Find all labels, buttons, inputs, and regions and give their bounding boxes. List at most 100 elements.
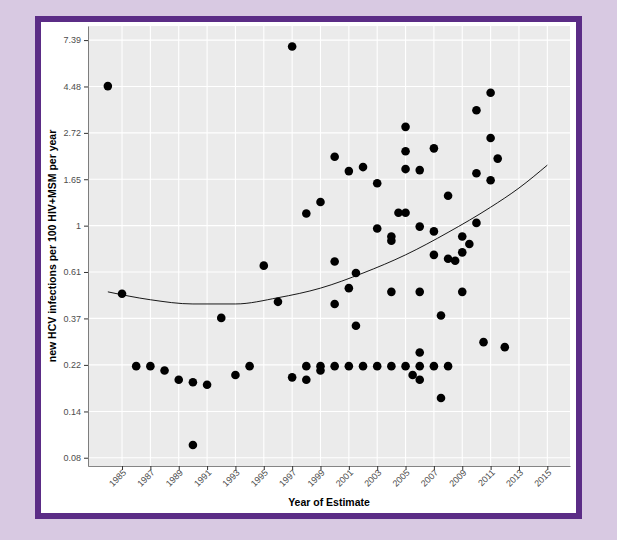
point <box>330 153 339 162</box>
y-tick: 7.39 <box>63 35 88 45</box>
point <box>430 227 439 236</box>
point <box>437 311 446 320</box>
x-axis: 1985198719891991199319951997199920012003… <box>89 466 571 489</box>
point <box>486 88 495 97</box>
y-tick-mark <box>84 133 88 134</box>
y-tick: 0.22 <box>63 360 88 370</box>
x-tick: 2003 <box>362 466 383 489</box>
point <box>401 147 410 156</box>
point <box>472 106 481 115</box>
point <box>415 166 424 175</box>
x-tick-label: 1995 <box>249 468 270 489</box>
point <box>316 198 325 207</box>
point <box>458 288 467 297</box>
x-tick-label: 2007 <box>419 468 440 489</box>
x-grid-line <box>121 26 122 466</box>
point <box>132 362 141 371</box>
y-tick-label: 1 <box>76 221 81 231</box>
y-tick: 1 <box>76 221 88 231</box>
x-tick-label: 1993 <box>220 468 241 489</box>
marks <box>104 42 548 449</box>
point <box>189 441 198 450</box>
x-grid-line <box>462 26 463 466</box>
y-tick-mark <box>84 179 88 180</box>
point <box>437 394 446 403</box>
point <box>401 123 410 132</box>
point <box>359 163 368 172</box>
x-grid-line <box>377 26 378 466</box>
point <box>486 134 495 143</box>
y-grid-line <box>88 271 570 272</box>
y-tick: 1.65 <box>63 175 88 185</box>
y-grid-line <box>88 457 570 458</box>
y-grid-line <box>88 411 570 412</box>
x-grid-line <box>150 26 151 466</box>
x-tick-label: 1991 <box>192 468 213 489</box>
y-tick-mark <box>84 226 88 227</box>
point <box>104 82 113 91</box>
x-tick: 2001 <box>334 466 355 489</box>
point <box>401 165 410 174</box>
y-grid-line <box>88 40 570 41</box>
x-tick: 2013 <box>504 466 525 489</box>
y-tick-label: 7.39 <box>63 35 81 45</box>
point <box>415 362 424 371</box>
x-grid-line <box>405 26 406 466</box>
point <box>408 371 417 380</box>
y-tick: 0.08 <box>63 453 88 463</box>
x-grid-line <box>235 26 236 466</box>
point <box>288 373 297 382</box>
x-tick-label: 1989 <box>164 468 185 489</box>
y-tick-mark <box>84 318 88 319</box>
x-tick-label: 2011 <box>476 468 497 489</box>
x-tick: 1997 <box>277 466 298 489</box>
point <box>189 378 198 387</box>
x-tick: 1989 <box>164 466 185 489</box>
point <box>451 256 460 265</box>
x-tick-label: 2001 <box>334 468 355 489</box>
point <box>479 338 488 347</box>
x-grid-line <box>263 26 264 466</box>
point <box>274 298 283 307</box>
y-tick: 4.48 <box>63 82 88 92</box>
point <box>430 251 439 260</box>
x-grid-line <box>207 26 208 466</box>
y-tick: 0.37 <box>63 314 88 324</box>
x-grid-line <box>292 26 293 466</box>
x-tick-label: 1985 <box>107 468 128 489</box>
point <box>217 314 226 323</box>
point <box>401 208 410 217</box>
y-tick-label: 0.08 <box>63 453 81 463</box>
point <box>500 343 509 352</box>
point <box>458 232 467 241</box>
scatter-points <box>104 42 510 449</box>
x-tick: 1991 <box>192 466 213 489</box>
y-tick: 2.72 <box>63 128 88 138</box>
point <box>174 375 183 384</box>
point <box>415 348 424 357</box>
point <box>231 371 240 380</box>
chart-container: 0.080.140.220.370.6111.652.724.487.39198… <box>0 0 617 540</box>
x-tick-label: 2015 <box>532 468 553 489</box>
x-tick-label: 2013 <box>504 468 525 489</box>
x-tick-label: 2009 <box>447 468 468 489</box>
point <box>330 257 339 266</box>
page-background <box>0 0 617 540</box>
y-tick-mark <box>84 411 88 412</box>
x-tick-label: 1999 <box>306 468 327 489</box>
point <box>387 288 396 297</box>
y-tick-label: 0.61 <box>63 267 81 277</box>
y-tick-label: 4.48 <box>63 82 81 92</box>
point <box>302 362 311 371</box>
y-grid-line <box>88 132 570 133</box>
point <box>430 362 439 371</box>
point <box>458 248 467 257</box>
point <box>415 222 424 231</box>
y-tick-mark <box>84 272 88 273</box>
point <box>373 224 382 233</box>
trend-line <box>108 165 547 304</box>
y-axis-title: new HCV infections per 100 HIV+MSM per y… <box>46 130 58 363</box>
x-tick-label: 2005 <box>391 468 412 489</box>
x-grid-line <box>348 26 349 466</box>
point <box>465 240 474 249</box>
